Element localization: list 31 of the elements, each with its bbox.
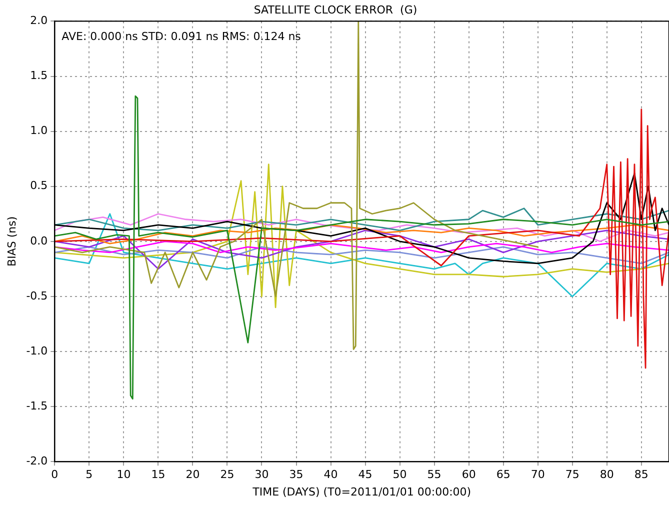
x-axis-title: TIME (DAYS) (T0=2011/01/01 00:00:00) [252,485,472,498]
x-tick-label: 75 [565,468,580,482]
y-tick-label: -2.0 [26,454,48,468]
x-tick-label: 50 [392,468,407,482]
x-tick-label: 30 [254,468,269,482]
y-tick-label: 2.0 [30,14,48,28]
x-tick-label: 70 [530,468,545,482]
x-tick-label: 45 [358,468,372,482]
x-tick-label: 0 [51,468,58,482]
x-tick-label: 5 [86,468,93,482]
x-tick-label: 65 [496,468,510,482]
x-tick-label: 40 [324,468,338,482]
x-tick-label: 80 [600,468,614,482]
x-tick-label: 35 [289,468,304,482]
y-tick-label: 1.0 [30,124,48,138]
x-tick-label: 60 [462,468,476,482]
y-tick-label: -1.5 [26,399,48,412]
y-tick-label: -1.0 [26,344,48,358]
x-tick-label: 20 [186,468,200,482]
y-tick-label: 0.5 [30,179,48,192]
chart-title: SATELLITE CLOCK ERROR (G) [254,3,418,16]
y-tick-label: 1.5 [30,69,48,82]
x-tick-label: 15 [151,468,166,482]
y-axis-title: BIAS (ns) [5,216,18,266]
x-tick-label: 10 [116,468,131,482]
x-tick-label: 85 [634,468,648,482]
annotation: AVE: 0.000 ns STD: 0.091 ns RMS: 0.124 ns [62,30,302,44]
x-tick-label: 55 [427,468,442,482]
x-tick-label: 25 [220,468,234,482]
y-tick-label: 0.0 [30,234,48,248]
y-tick-label: -0.5 [26,289,48,302]
